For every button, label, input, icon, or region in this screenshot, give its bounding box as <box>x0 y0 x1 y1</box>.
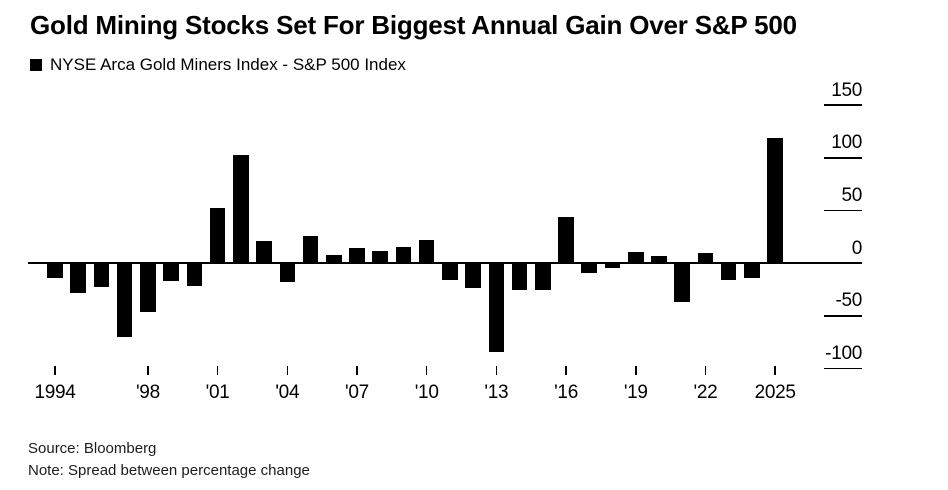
bar-1998 <box>140 263 156 312</box>
bar-2008 <box>372 250 388 264</box>
bar-2019 <box>627 251 644 264</box>
source-text: Source: Bloomberg <box>28 440 157 457</box>
x-tick <box>425 365 428 375</box>
bar-2000 <box>186 263 203 287</box>
bar-2016 <box>558 216 574 264</box>
bar-2020 <box>651 255 667 264</box>
bar-2009 <box>395 247 412 264</box>
x-axis-label: '22 <box>693 381 718 403</box>
bar-2006 <box>325 254 342 264</box>
bar-1999 <box>163 263 179 282</box>
chart-title: Gold Mining Stocks Set For Biggest Annua… <box>30 10 797 40</box>
y-axis-label: 100 <box>831 132 862 154</box>
y-tick <box>824 367 862 370</box>
bar-2022 <box>697 252 714 264</box>
bar-2024 <box>744 263 760 278</box>
bar-1997 <box>116 263 133 337</box>
x-tick <box>54 365 56 375</box>
bar-2010 <box>418 240 435 264</box>
y-tick <box>824 104 862 107</box>
chart-footer: Source: Bloomberg Note: Spread between p… <box>28 438 310 482</box>
y-axis-label: -100 <box>825 343 862 364</box>
x-tick <box>495 365 498 375</box>
y-axis-label: 50 <box>841 185 862 207</box>
x-tick <box>704 365 707 375</box>
x-axis-label: '16 <box>554 381 578 403</box>
bar-1996 <box>93 263 110 288</box>
x-axis-label: '01 <box>205 381 230 403</box>
bar-2021 <box>674 263 690 303</box>
legend-label: NYSE Arca Gold Miners Index - S&P 500 In… <box>50 55 406 74</box>
x-tick <box>634 365 637 375</box>
bar-2014 <box>511 263 528 290</box>
x-axis-label: '13 <box>484 381 509 403</box>
bar-1994 <box>47 263 63 278</box>
x-axis-label: 2025 <box>754 381 796 403</box>
x-axis-label: '98 <box>135 381 160 403</box>
x-tick <box>774 365 776 375</box>
bar-2025 <box>767 137 783 264</box>
bar-2003 <box>256 241 272 264</box>
legend: NYSE Arca Gold Miners Index - S&P 500 In… <box>30 55 406 75</box>
y-tick <box>824 315 862 317</box>
x-tick <box>147 365 149 375</box>
bar-2015 <box>535 263 551 290</box>
x-axis-label: '10 <box>414 381 439 403</box>
y-axis-label: 0 <box>851 237 863 259</box>
bar-2011 <box>442 263 458 281</box>
bar-2018 <box>604 263 621 269</box>
bar-1995 <box>70 263 87 293</box>
bar-2005 <box>302 235 319 264</box>
bar-2013 <box>488 263 505 352</box>
bar-2023 <box>720 263 737 281</box>
note-text: Note: Spread between percentage change <box>28 462 310 479</box>
y-axis-label: 150 <box>831 79 862 101</box>
bar-2007 <box>349 248 365 264</box>
bar-2012 <box>465 263 481 289</box>
x-tick <box>565 365 567 375</box>
x-axis-label: 1994 <box>34 381 76 403</box>
x-axis-label: '19 <box>623 381 648 403</box>
x-tick <box>216 365 219 375</box>
legend-square-icon <box>30 59 42 71</box>
bar-2002 <box>233 154 249 264</box>
y-tick <box>824 209 862 212</box>
x-tick <box>286 365 289 375</box>
y-tick <box>824 157 862 159</box>
x-axis-label: '07 <box>345 381 369 403</box>
bar-2004 <box>279 263 296 283</box>
bar-2001 <box>209 208 226 264</box>
bar-2017 <box>581 263 598 273</box>
x-tick <box>356 365 358 375</box>
x-axis-label: '04 <box>275 381 300 403</box>
y-axis-label: -50 <box>835 290 862 312</box>
